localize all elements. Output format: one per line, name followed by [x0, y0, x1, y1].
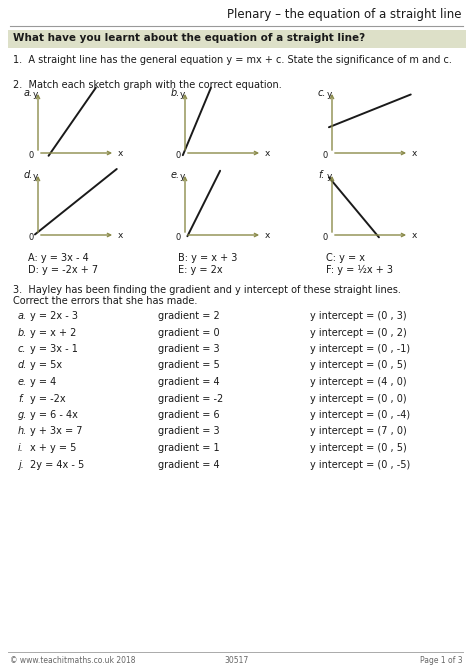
Text: e.: e.	[18, 377, 27, 387]
Text: gradient = 4: gradient = 4	[158, 460, 219, 470]
Text: gradient = 3: gradient = 3	[158, 427, 219, 436]
Text: y intercept = (0 , 5): y intercept = (0 , 5)	[310, 443, 407, 453]
Text: y: y	[179, 90, 185, 99]
Text: d.: d.	[18, 360, 27, 371]
Text: y intercept = (0 , 0): y intercept = (0 , 0)	[310, 393, 407, 403]
Text: What have you learnt about the equation of a straight line?: What have you learnt about the equation …	[13, 33, 365, 43]
Text: gradient = 4: gradient = 4	[158, 377, 219, 387]
Text: 0: 0	[176, 233, 181, 242]
Text: 0: 0	[29, 151, 34, 160]
Text: y intercept = (0 , 2): y intercept = (0 , 2)	[310, 328, 407, 338]
Text: Plenary – the equation of a straight line: Plenary – the equation of a straight lin…	[228, 8, 462, 21]
Text: gradient = -2: gradient = -2	[158, 393, 223, 403]
Text: 0: 0	[323, 151, 328, 160]
Text: y = 4: y = 4	[30, 377, 56, 387]
Text: y: y	[32, 172, 38, 181]
Text: © www.teachitmaths.co.uk 2018: © www.teachitmaths.co.uk 2018	[10, 656, 136, 665]
Text: C: y = x: C: y = x	[326, 253, 365, 263]
Text: c.: c.	[18, 344, 27, 354]
Text: y intercept = (0 , 5): y intercept = (0 , 5)	[310, 360, 407, 371]
Text: y: y	[179, 172, 185, 181]
Text: F: y = ½x + 3: F: y = ½x + 3	[326, 265, 393, 275]
Text: x: x	[118, 232, 123, 241]
Text: y: y	[32, 90, 38, 99]
Text: Page 1 of 3: Page 1 of 3	[420, 656, 463, 665]
Text: f.: f.	[318, 170, 324, 180]
Text: 2y = 4x - 5: 2y = 4x - 5	[30, 460, 84, 470]
Text: y intercept = (0 , -1): y intercept = (0 , -1)	[310, 344, 410, 354]
Text: b.: b.	[18, 328, 27, 338]
Text: j.: j.	[18, 460, 24, 470]
Text: y: y	[326, 90, 332, 99]
Text: y + 3x = 7: y + 3x = 7	[30, 427, 82, 436]
Text: y = 5x: y = 5x	[30, 360, 62, 371]
Text: 0: 0	[29, 233, 34, 242]
Text: a.: a.	[24, 88, 33, 98]
Text: gradient = 1: gradient = 1	[158, 443, 219, 453]
Text: i.: i.	[18, 443, 24, 453]
Bar	[8, 30, 466, 48]
Text: y intercept = (0 , -4): y intercept = (0 , -4)	[310, 410, 410, 420]
Text: gradient = 5: gradient = 5	[158, 360, 220, 371]
Text: gradient = 0: gradient = 0	[158, 328, 219, 338]
Text: D: y = -2x + 7: D: y = -2x + 7	[28, 265, 98, 275]
Text: Correct the errors that she has made.: Correct the errors that she has made.	[13, 296, 197, 306]
Text: y intercept = (0 , 3): y intercept = (0 , 3)	[310, 311, 407, 321]
Text: B: y = x + 3: B: y = x + 3	[178, 253, 237, 263]
Text: y = x + 2: y = x + 2	[30, 328, 76, 338]
Text: g.: g.	[18, 410, 27, 420]
Text: gradient = 6: gradient = 6	[158, 410, 219, 420]
Text: A: y = 3x - 4: A: y = 3x - 4	[28, 253, 89, 263]
Text: f.: f.	[18, 393, 24, 403]
Text: gradient = 3: gradient = 3	[158, 344, 219, 354]
Text: 3.  Hayley has been finding the gradient and y intercept of these straight lines: 3. Hayley has been finding the gradient …	[13, 285, 401, 295]
Text: 30517: 30517	[225, 656, 249, 665]
Text: a.: a.	[18, 311, 27, 321]
Text: x: x	[412, 232, 418, 241]
Text: h.: h.	[18, 427, 27, 436]
Text: 0: 0	[323, 233, 328, 242]
Text: y intercept = (4 , 0): y intercept = (4 , 0)	[310, 377, 407, 387]
Text: y = 3x - 1: y = 3x - 1	[30, 344, 78, 354]
Text: 0: 0	[176, 151, 181, 160]
Text: y = 6 - 4x: y = 6 - 4x	[30, 410, 78, 420]
Text: y = -2x: y = -2x	[30, 393, 65, 403]
Text: x: x	[265, 232, 270, 241]
Text: gradient = 2: gradient = 2	[158, 311, 220, 321]
Text: y = 2x - 3: y = 2x - 3	[30, 311, 78, 321]
Text: x: x	[265, 149, 270, 159]
Text: c.: c.	[318, 88, 327, 98]
Text: x + y = 5: x + y = 5	[30, 443, 76, 453]
Text: y: y	[326, 172, 332, 181]
Text: y intercept = (7 , 0): y intercept = (7 , 0)	[310, 427, 407, 436]
Text: 2.  Match each sketch graph with the correct equation.: 2. Match each sketch graph with the corr…	[13, 80, 282, 90]
Text: x: x	[118, 149, 123, 159]
Text: x: x	[412, 149, 418, 159]
Text: e.: e.	[171, 170, 180, 180]
Text: E: y = 2x: E: y = 2x	[178, 265, 223, 275]
Text: y intercept = (0 , -5): y intercept = (0 , -5)	[310, 460, 410, 470]
Text: 1.  A straight line has the general equation y = mx + c. State the significance : 1. A straight line has the general equat…	[13, 55, 452, 65]
Text: d.: d.	[24, 170, 33, 180]
Text: b.: b.	[171, 88, 181, 98]
